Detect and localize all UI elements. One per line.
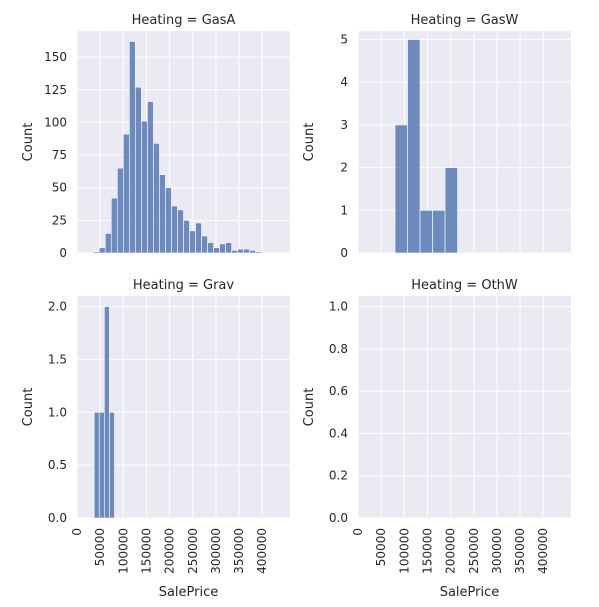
x-tick-label: 150000: [139, 528, 153, 574]
histogram-bar: [159, 175, 165, 253]
plot-area: [358, 296, 571, 518]
y-axis-label: Count: [21, 388, 36, 427]
histogram-bar: [256, 252, 262, 253]
x-tick-label: 200000: [444, 528, 458, 574]
histogram-bar: [214, 248, 220, 253]
y-tick-label: 0.6: [329, 384, 348, 398]
y-tick-label: 3: [340, 118, 348, 132]
histogram-bar: [250, 250, 256, 253]
y-tick-label: 1.0: [48, 405, 67, 419]
y-tick-label: 0.5: [48, 458, 67, 472]
x-tick-label: 150000: [420, 528, 434, 574]
y-tick-label: 0.0: [329, 511, 348, 525]
panel-title: Heating = Grav: [133, 278, 234, 293]
histogram-bar: [190, 231, 196, 253]
y-tick-label: 5: [340, 33, 348, 47]
x-tick-label: 100000: [116, 528, 130, 574]
x-tick-label: 300000: [209, 528, 223, 574]
y-axis-label: Count: [302, 388, 317, 427]
facet-panel-4: 0.0 0.2 0.4 0.6 0.8 1.0 0 50000 100000 150000 2000…: [302, 278, 571, 600]
facet-panel-1: 0 25 50 75 100 125 150 Heating = GasA Count: [21, 13, 290, 260]
plot-area: [358, 31, 571, 253]
histogram-bar: [153, 143, 159, 253]
x-tick-label: 200000: [163, 528, 177, 574]
histogram-bar: [111, 198, 117, 253]
y-tick-label: 50: [52, 181, 67, 195]
y-tick-label: 1.5: [48, 352, 67, 366]
histogram-bar: [220, 244, 226, 253]
y-tick-label: 100: [44, 115, 67, 129]
histogram-bar: [99, 248, 105, 253]
x-tick-label: 300000: [490, 528, 504, 574]
y-axis-label: Count: [21, 123, 36, 162]
x-tick-label: 350000: [513, 528, 527, 574]
x-tick-label: 350000: [232, 528, 246, 574]
y-tick-label: 2.0: [48, 300, 67, 314]
histogram-bar: [117, 168, 123, 253]
x-tick-label: 50000: [374, 528, 388, 566]
x-tick-label: 250000: [467, 528, 481, 574]
x-axis-label: SalePrice: [440, 585, 500, 600]
histogram-bar: [109, 412, 114, 518]
facet-panel-3: 0.0 0.5 1.0 1.5 2.0 0 50000 100000 150000 200000 2…: [21, 278, 290, 600]
histogram-bar: [99, 412, 104, 518]
histogram-bar: [408, 40, 421, 253]
histogram-bar: [208, 243, 214, 253]
histogram-bar: [94, 412, 99, 518]
y-tick-label: 25: [52, 213, 67, 227]
histogram-bar: [129, 41, 135, 253]
histogram-bar: [232, 250, 238, 253]
x-tick-label: 400000: [255, 528, 269, 574]
panel-title: Heating = GasA: [132, 13, 236, 28]
y-tick-label: 0.2: [329, 469, 348, 483]
histogram-bar: [171, 206, 177, 253]
panel-title: Heating = OthW: [411, 278, 518, 293]
x-tick-label: 250000: [186, 528, 200, 574]
x-tick-label: 0: [70, 528, 84, 536]
y-tick-label: 125: [44, 83, 67, 97]
histogram-bar: [165, 188, 171, 253]
y-axis-label: Count: [302, 123, 317, 162]
panel-title: Heating = GasW: [411, 13, 519, 28]
y-tick-label: 1: [340, 203, 348, 217]
y-tick-label: 4: [340, 75, 348, 89]
y-tick-label: 75: [52, 148, 67, 162]
y-tick-label: 150: [44, 50, 67, 64]
histogram-bar: [420, 210, 433, 253]
histogram-bar: [135, 87, 141, 253]
y-tick-label: 2: [340, 161, 348, 175]
histogram-bar: [123, 134, 129, 253]
y-tick-label: 0.8: [329, 342, 348, 356]
y-tick-label: 0: [59, 246, 67, 260]
x-tick-label: 50000: [93, 528, 107, 566]
histogram-bar: [433, 210, 446, 253]
histogram-bar: [177, 210, 183, 253]
histogram-bar: [226, 243, 232, 253]
x-axis-label: SalePrice: [159, 585, 219, 600]
y-tick-label: 0.4: [329, 426, 348, 440]
histogram-bar: [196, 223, 202, 253]
x-tick-label: 100000: [397, 528, 411, 574]
x-tick-label: 400000: [536, 528, 550, 574]
y-tick-label: 1.0: [329, 300, 348, 314]
histogram-bar: [184, 220, 190, 253]
histogram-bar: [202, 236, 208, 253]
y-tick-label: 0: [340, 246, 348, 260]
histogram-bar: [141, 121, 147, 253]
histogram-bar: [105, 233, 111, 253]
histogram-bar: [445, 168, 458, 253]
x-tick-label: 0: [351, 528, 365, 536]
histogram-bar: [244, 249, 250, 253]
histogram-bar: [395, 125, 408, 253]
histogram-bar: [147, 102, 153, 253]
facet-panel-2: 0 1 2 3 4 5 Heating = GasW Count: [302, 13, 571, 260]
y-tick-label: 0.0: [48, 511, 67, 525]
histogram-bar: [238, 249, 244, 253]
histogram-bar: [93, 252, 99, 253]
histogram-bar: [104, 307, 109, 518]
